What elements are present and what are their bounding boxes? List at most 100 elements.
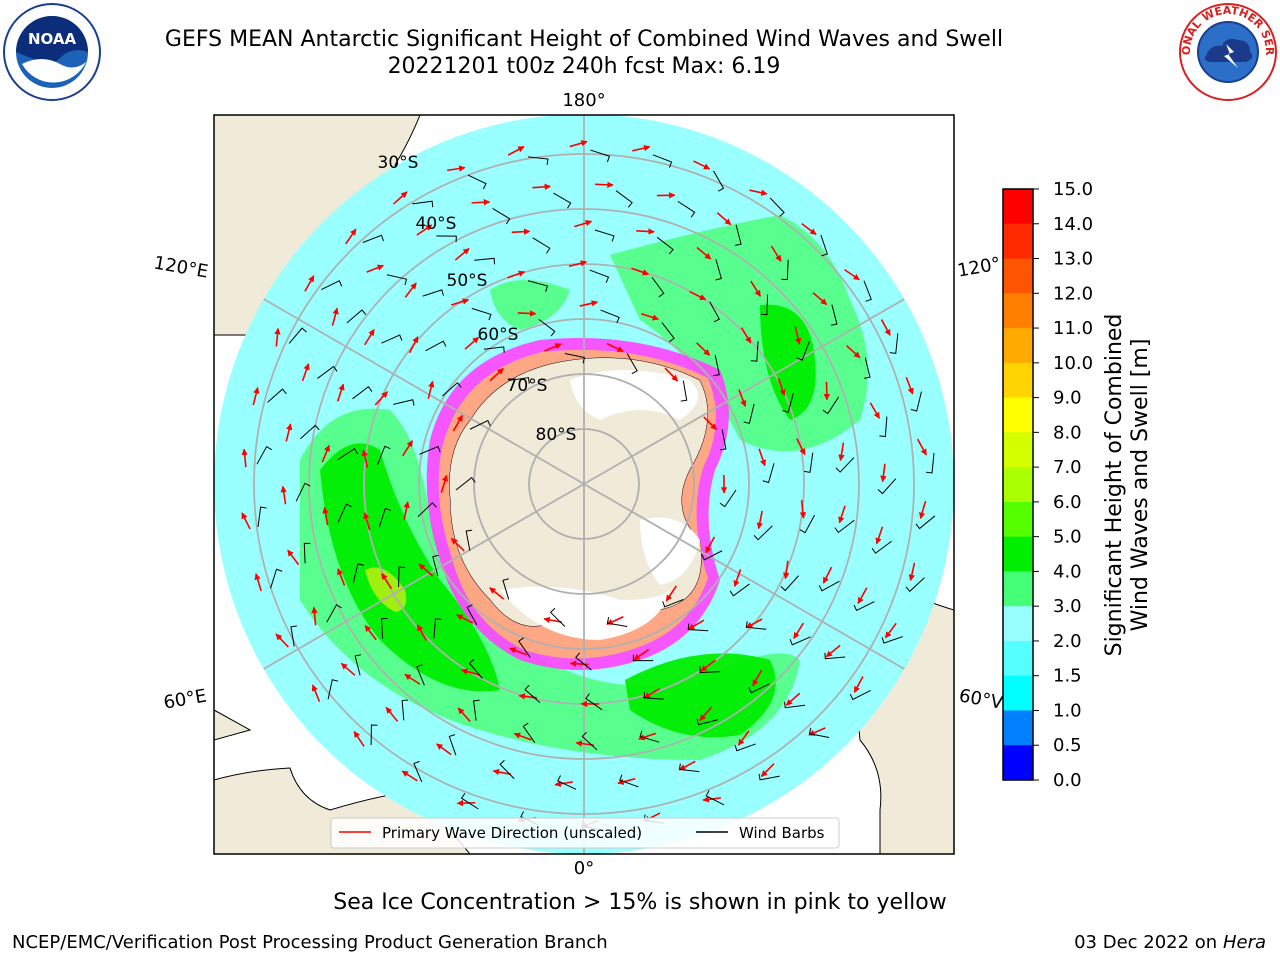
wave-arrow: [252, 386, 260, 406]
wave-peak: [365, 567, 407, 612]
wave-arrow: [595, 181, 614, 189]
wave-arrow: [880, 463, 887, 483]
wind-barb: [804, 452, 814, 473]
wind-barb: [853, 601, 875, 612]
wind-barb: [743, 403, 755, 425]
wave-arrow: [353, 730, 365, 747]
wind-barb: [796, 341, 810, 361]
wave-arrow: [457, 707, 471, 722]
wind-barb: [632, 654, 654, 662]
wave-arrow: [489, 367, 504, 382]
lon-label-60e: 60°E: [162, 685, 208, 713]
wind-barb: [508, 377, 530, 384]
wind-barb: [699, 666, 721, 674]
wind-barb: [524, 684, 541, 704]
wave-arrow: [569, 660, 589, 667]
wind-barb: [256, 445, 272, 465]
wind-barb: [782, 392, 794, 413]
wave-arrow: [452, 414, 464, 432]
wave-arrow: [464, 336, 480, 350]
wind-barb: [370, 724, 378, 745]
wind-barb: [354, 654, 362, 676]
antarctica: [448, 357, 709, 629]
wind-barb: [619, 774, 639, 788]
meridian-1: [583, 298, 905, 485]
wave-arrow: [703, 416, 718, 431]
wind-barb: [753, 525, 773, 541]
wave-direction-arrows: [241, 140, 928, 829]
wave-arrow: [796, 438, 806, 456]
wave-arrow: [749, 189, 768, 196]
colorbar-title-line2: Wind Waves and Swell [m]: [1128, 338, 1153, 632]
wind-barb: [468, 659, 483, 679]
wind-barb: [257, 506, 267, 527]
wind-barb: [398, 566, 406, 588]
southern-africa-tip: [214, 709, 252, 741]
wind-barb: [734, 743, 756, 752]
colorbar-title-line1: Significant Height of Combined: [1102, 313, 1127, 657]
lat-label-30s: 30°S: [378, 153, 419, 173]
wave-arrow: [517, 310, 537, 317]
wind-barb: [799, 514, 816, 534]
chart-title: GEFS MEAN Antarctic Significant Height o…: [164, 27, 1004, 52]
wind-barb: [651, 276, 665, 298]
wave-arrow: [770, 245, 782, 262]
wave-arrow: [579, 300, 598, 307]
wave-arrow: [794, 326, 802, 345]
wind-barb: [820, 234, 828, 257]
wave-arrow: [427, 380, 435, 399]
wind-barb: [321, 280, 343, 291]
wave-arrow: [489, 587, 505, 600]
wave-arrow: [404, 673, 421, 685]
wave-arrow: [568, 260, 588, 268]
wave-arrow: [793, 622, 805, 639]
wind-barb: [678, 763, 700, 773]
wind-barb: [835, 457, 855, 473]
footer-host: Hera: [1222, 932, 1266, 953]
wind-barb: [808, 727, 830, 738]
wind-barb: [830, 304, 838, 326]
wave-arrow: [331, 307, 339, 326]
wind-barb: [492, 207, 511, 225]
wind-barb: [295, 482, 311, 502]
colorbar: 15.0 14.0 13.0 12.0 11.0 10.0 9.0 8.0 7.0 6.0 5.0 4…: [1002, 179, 1093, 791]
legend-wind-barb-label: Wind Barbs: [739, 824, 825, 842]
colorbar-tick-label: 12.0: [1053, 283, 1093, 304]
wind-barb: [288, 327, 307, 344]
wind-barb: [769, 197, 785, 217]
wave-arrow: [280, 485, 287, 505]
wind-barb: [303, 542, 311, 564]
legend-wave-direction-label: Primary Wave Direction (unscaled): [382, 824, 642, 842]
wave-arrow: [402, 440, 414, 457]
wave-arrow: [801, 222, 817, 236]
wind-barb: [758, 773, 780, 781]
wind-barb: [518, 637, 531, 658]
wave-arrow: [322, 506, 329, 526]
wind-barb: [863, 357, 871, 379]
wind-barb: [352, 385, 373, 400]
lon-label-120e: 120°E: [152, 252, 210, 282]
wind-barb: [780, 575, 800, 592]
wind-barb: [538, 318, 556, 337]
wind-barb: [337, 503, 352, 523]
wind-barb: [532, 237, 551, 254]
wind-barb: [432, 554, 439, 577]
wind-barb: [290, 625, 297, 647]
wave-arrow: [884, 622, 897, 639]
colorbar-swatch: [1003, 397, 1033, 433]
wave-arrow: [785, 692, 801, 706]
colorbar-swatch: [1003, 606, 1033, 642]
wind-barb: [696, 718, 718, 726]
colorbar-tick-label: 0.5: [1053, 735, 1082, 756]
wave-arrow: [507, 145, 525, 156]
colorbar-swatch: [1003, 293, 1033, 329]
wave-arrow: [418, 563, 434, 577]
wave-arrow: [241, 448, 248, 468]
wind-barb: [729, 583, 750, 597]
wind-barb: [662, 598, 684, 608]
wind-barb: [455, 476, 476, 491]
wind-barb: [656, 236, 674, 255]
wind-barb: [615, 190, 633, 208]
wave-arrow: [513, 732, 532, 741]
wave-arrow: [875, 526, 884, 545]
